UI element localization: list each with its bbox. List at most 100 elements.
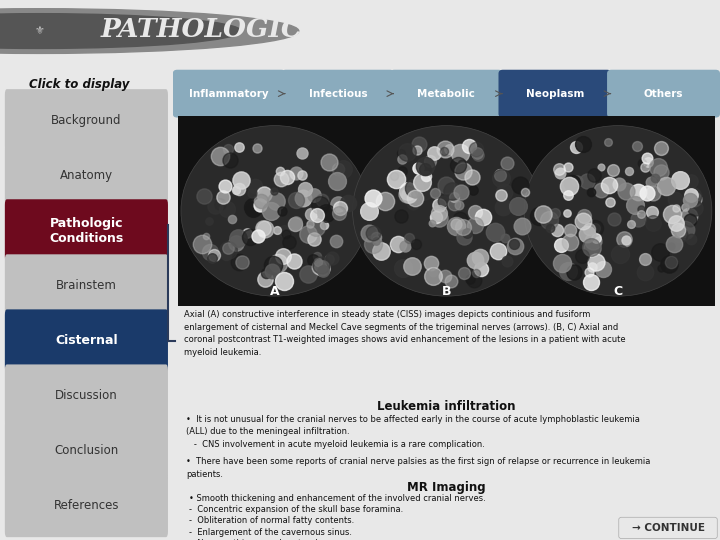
Point	[440, 145, 451, 153]
Point	[312, 258, 323, 267]
Text: References: References	[54, 500, 119, 512]
Point	[395, 148, 406, 157]
Point	[680, 225, 691, 234]
Point	[409, 193, 420, 202]
Point	[431, 213, 442, 221]
Point	[549, 208, 561, 217]
Point	[604, 198, 616, 206]
Point	[426, 219, 438, 228]
Point	[408, 184, 420, 193]
Point	[256, 196, 267, 205]
Point	[310, 222, 321, 231]
Point	[586, 262, 598, 271]
Point	[498, 202, 509, 211]
Point	[437, 197, 449, 205]
Point	[639, 163, 650, 171]
Point	[272, 258, 284, 267]
Point	[258, 224, 269, 232]
Text: MR Imaging: MR Imaging	[407, 481, 486, 494]
Point	[277, 252, 289, 260]
Point	[461, 229, 472, 238]
Point	[260, 275, 271, 284]
Point	[679, 226, 690, 235]
Point	[655, 264, 667, 273]
Point	[297, 171, 308, 180]
Text: • Smooth thickening and enhancement of the involved cranial nerves.: • Smooth thickening and enhancement of t…	[189, 494, 486, 503]
Point	[577, 252, 588, 260]
Point	[233, 233, 244, 242]
Point	[467, 185, 478, 194]
Point	[453, 160, 464, 169]
Point	[663, 260, 675, 268]
Text: -  Concentric expansion of the skull base foramina.: - Concentric expansion of the skull base…	[189, 505, 403, 514]
Point	[220, 251, 232, 260]
Point	[309, 191, 320, 199]
Point	[266, 267, 277, 275]
Text: Conclusion: Conclusion	[54, 444, 119, 457]
Point	[581, 230, 593, 238]
Point	[429, 189, 441, 198]
Point	[564, 226, 576, 235]
Point	[331, 177, 343, 186]
Point	[318, 221, 330, 230]
Point	[474, 253, 486, 261]
Point	[446, 186, 457, 195]
Point	[403, 234, 415, 242]
Point	[247, 204, 258, 213]
Point	[277, 177, 289, 185]
Point	[564, 181, 575, 190]
Ellipse shape	[181, 126, 369, 296]
Text: B: B	[441, 286, 451, 299]
Point	[499, 233, 510, 242]
Point	[401, 147, 413, 156]
Point	[665, 258, 676, 267]
Point	[408, 198, 419, 207]
Point	[375, 247, 387, 255]
Point	[660, 181, 672, 190]
Point	[433, 208, 445, 217]
Point	[392, 240, 403, 248]
Point	[655, 144, 667, 152]
Point	[370, 234, 382, 243]
Point	[402, 190, 413, 198]
Point	[469, 208, 481, 217]
Point	[629, 201, 641, 210]
Point	[315, 261, 327, 269]
Point	[608, 166, 619, 174]
Point	[253, 199, 265, 207]
Point	[613, 180, 625, 189]
Point	[410, 190, 421, 199]
Point	[636, 159, 648, 168]
Point	[311, 211, 323, 219]
Point	[683, 212, 695, 220]
Point	[249, 182, 261, 191]
FancyBboxPatch shape	[5, 144, 168, 207]
Point	[551, 226, 562, 235]
Point	[443, 145, 454, 154]
Point	[199, 232, 211, 240]
Point	[371, 233, 382, 241]
Point	[685, 234, 696, 243]
Point	[406, 262, 418, 271]
Point	[367, 240, 379, 248]
Point	[624, 166, 635, 175]
Point	[395, 211, 407, 220]
Point	[258, 190, 270, 198]
Point	[271, 226, 283, 234]
Text: •  It is not unusual for the cranial nerves to be affected early in the course o: • It is not unusual for the cranial nerv…	[186, 415, 640, 449]
Point	[291, 218, 302, 226]
Point	[342, 199, 354, 208]
Point	[577, 217, 589, 225]
Point	[689, 204, 701, 212]
Text: Axial (A) constructive interference in steady state (CISS) images depicts contin: Axial (A) constructive interference in s…	[184, 310, 626, 357]
FancyBboxPatch shape	[173, 70, 286, 118]
Point	[330, 237, 342, 245]
Point	[259, 225, 271, 234]
Point	[450, 220, 462, 228]
Point	[655, 143, 667, 151]
Point	[572, 177, 583, 185]
Point	[242, 229, 253, 238]
Point	[221, 205, 233, 213]
Point	[412, 146, 423, 154]
Point	[470, 145, 482, 153]
